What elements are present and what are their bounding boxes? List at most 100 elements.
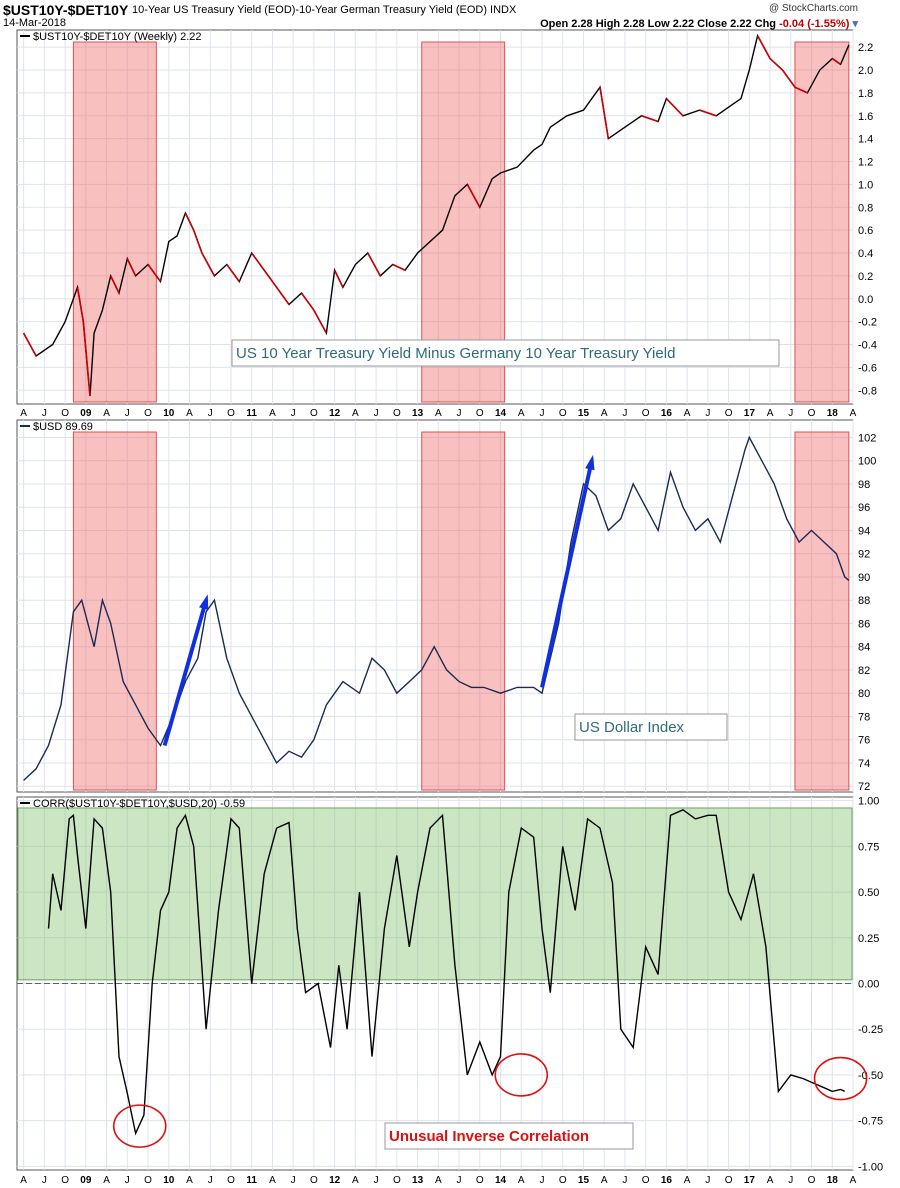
symbol-title: $UST10Y-$DET10Y	[3, 2, 129, 18]
x-tick-label: J	[539, 1175, 544, 1186]
x-tick-label: O	[642, 408, 650, 419]
chart-panel-3: -1.00 -0.75 -0.50 -0.25 0.00 0.25 0.50 0.75 1.00…	[16, 796, 883, 1186]
y-tick-label: -0.50	[858, 1070, 883, 1082]
series-segment-down	[641, 115, 659, 123]
copyright: @ StockCharts.com	[768, 3, 858, 14]
x-tick-label: 12	[329, 408, 341, 419]
x-tick-label: 13	[412, 408, 424, 419]
series-segment-down	[82, 321, 91, 397]
y-tick-label: 0.75	[858, 841, 879, 853]
x-tick-label: 09	[80, 1175, 92, 1186]
series-segment-down	[263, 269, 278, 288]
y-tick-label: 1.0	[858, 179, 873, 191]
series-segment-down	[313, 309, 328, 334]
x-tick-label: A	[435, 408, 442, 419]
y-tick-label: 0.00	[858, 979, 879, 991]
x-tick-label: A	[435, 1175, 442, 1186]
y-tick-label: 98	[858, 479, 870, 491]
x-tick-label: J	[457, 1175, 462, 1186]
series-segment-down	[109, 275, 120, 294]
change-value: -0.04 (-1.55%)	[779, 18, 850, 30]
x-tick-label: A	[352, 408, 359, 419]
y-tick-label: 0.4	[858, 248, 873, 260]
x-tick-label: 16	[661, 408, 673, 419]
x-tick-label: A	[518, 408, 525, 419]
series-segment-down	[147, 263, 162, 283]
x-tick-label: O	[144, 1175, 152, 1186]
x-tick-label: J	[208, 1175, 213, 1186]
x-tick-label: O	[227, 408, 235, 419]
x-tick-label: 12	[329, 1175, 341, 1186]
series-segment-down	[367, 252, 381, 277]
x-tick-label: J	[788, 408, 793, 419]
y-tick-label: 76	[858, 735, 870, 747]
x-tick-label: O	[808, 1175, 816, 1186]
y-tick-label: -0.2	[858, 317, 877, 329]
x-tick-label: A	[684, 408, 691, 419]
y-tick-label: 88	[858, 595, 870, 607]
series-segment-down	[333, 269, 344, 288]
series-segment-down	[300, 292, 315, 311]
x-tick-label: O	[642, 1175, 650, 1186]
y-tick-label: 1.8	[858, 88, 873, 100]
y-tick-label: 96	[858, 502, 870, 514]
highlight-circle	[813, 1056, 868, 1101]
x-tick-label: A	[20, 1175, 27, 1186]
chart-panel-1: -0.8 -0.6 -0.4 -0.2 0.0 0.2 0.4 0.6 0.8 1.0 1.2 1.4…	[16, 29, 877, 419]
y-tick-label: -1.00	[858, 1161, 883, 1173]
series-segment-down	[599, 87, 610, 139]
x-tick-label: 10	[163, 408, 175, 419]
x-tick-label: J	[291, 408, 296, 419]
series-segment-down	[251, 252, 265, 271]
chevron-down-icon[interactable]: ▾	[852, 18, 858, 30]
y-tick-label: 74	[858, 758, 870, 770]
annotation-text: US 10 Year Treasury Yield Minus Germany …	[236, 345, 675, 362]
series-line	[47, 808, 845, 1136]
x-tick-label: 10	[163, 1175, 175, 1186]
highlight-period	[72, 431, 157, 791]
x-tick-label: A	[269, 408, 276, 419]
y-tick-label: 1.00	[858, 796, 879, 808]
series-segment-down	[781, 69, 796, 88]
x-tick-label: A	[850, 1175, 857, 1186]
x-tick-label: J	[788, 1175, 793, 1186]
x-tick-label: A	[20, 408, 27, 419]
series-segment-down	[466, 184, 481, 208]
trend-arrow	[540, 460, 594, 688]
x-tick-label: A	[767, 408, 774, 419]
x-tick-label: J	[42, 1175, 47, 1186]
ohlc-values: Open 2.28 High 2.28 Low 2.22 Close 2.22 …	[540, 18, 777, 30]
x-tick-label: O	[227, 1175, 235, 1186]
series-line	[23, 435, 850, 781]
y-tick-label: 1.2	[858, 157, 873, 169]
x-tick-label: A	[269, 1175, 276, 1186]
x-tick-label: O	[61, 1175, 69, 1186]
x-tick-label: J	[622, 408, 627, 419]
x-tick-label: J	[705, 408, 710, 419]
x-tick-label: A	[186, 1175, 193, 1186]
x-tick-label: O	[61, 408, 69, 419]
annotation-box	[574, 713, 728, 741]
y-tick-label: 94	[858, 525, 870, 537]
x-tick-label: J	[374, 408, 379, 419]
y-tick-label: 0.25	[858, 933, 879, 945]
x-tick-label: O	[725, 1175, 733, 1186]
arrow-head	[585, 454, 595, 471]
x-tick-label: A	[684, 1175, 691, 1186]
x-tick-label: 09	[80, 408, 92, 419]
series-segment-down	[769, 58, 784, 71]
y-tick-label: 2.2	[858, 42, 873, 54]
x-tick-label: O	[725, 408, 733, 419]
series-segment-down	[184, 212, 195, 231]
high-correlation-band	[17, 807, 853, 981]
x-tick-label: O	[559, 1175, 567, 1186]
y-tick-label: 80	[858, 688, 870, 700]
series-segment-down	[126, 258, 137, 277]
x-tick-label: A	[103, 1175, 110, 1186]
series-segment-down	[756, 35, 771, 59]
x-tick-label: O	[393, 1175, 401, 1186]
x-tick-label: 14	[495, 1175, 507, 1186]
highlight-period	[794, 431, 850, 791]
y-tick-label: -0.8	[858, 385, 877, 397]
